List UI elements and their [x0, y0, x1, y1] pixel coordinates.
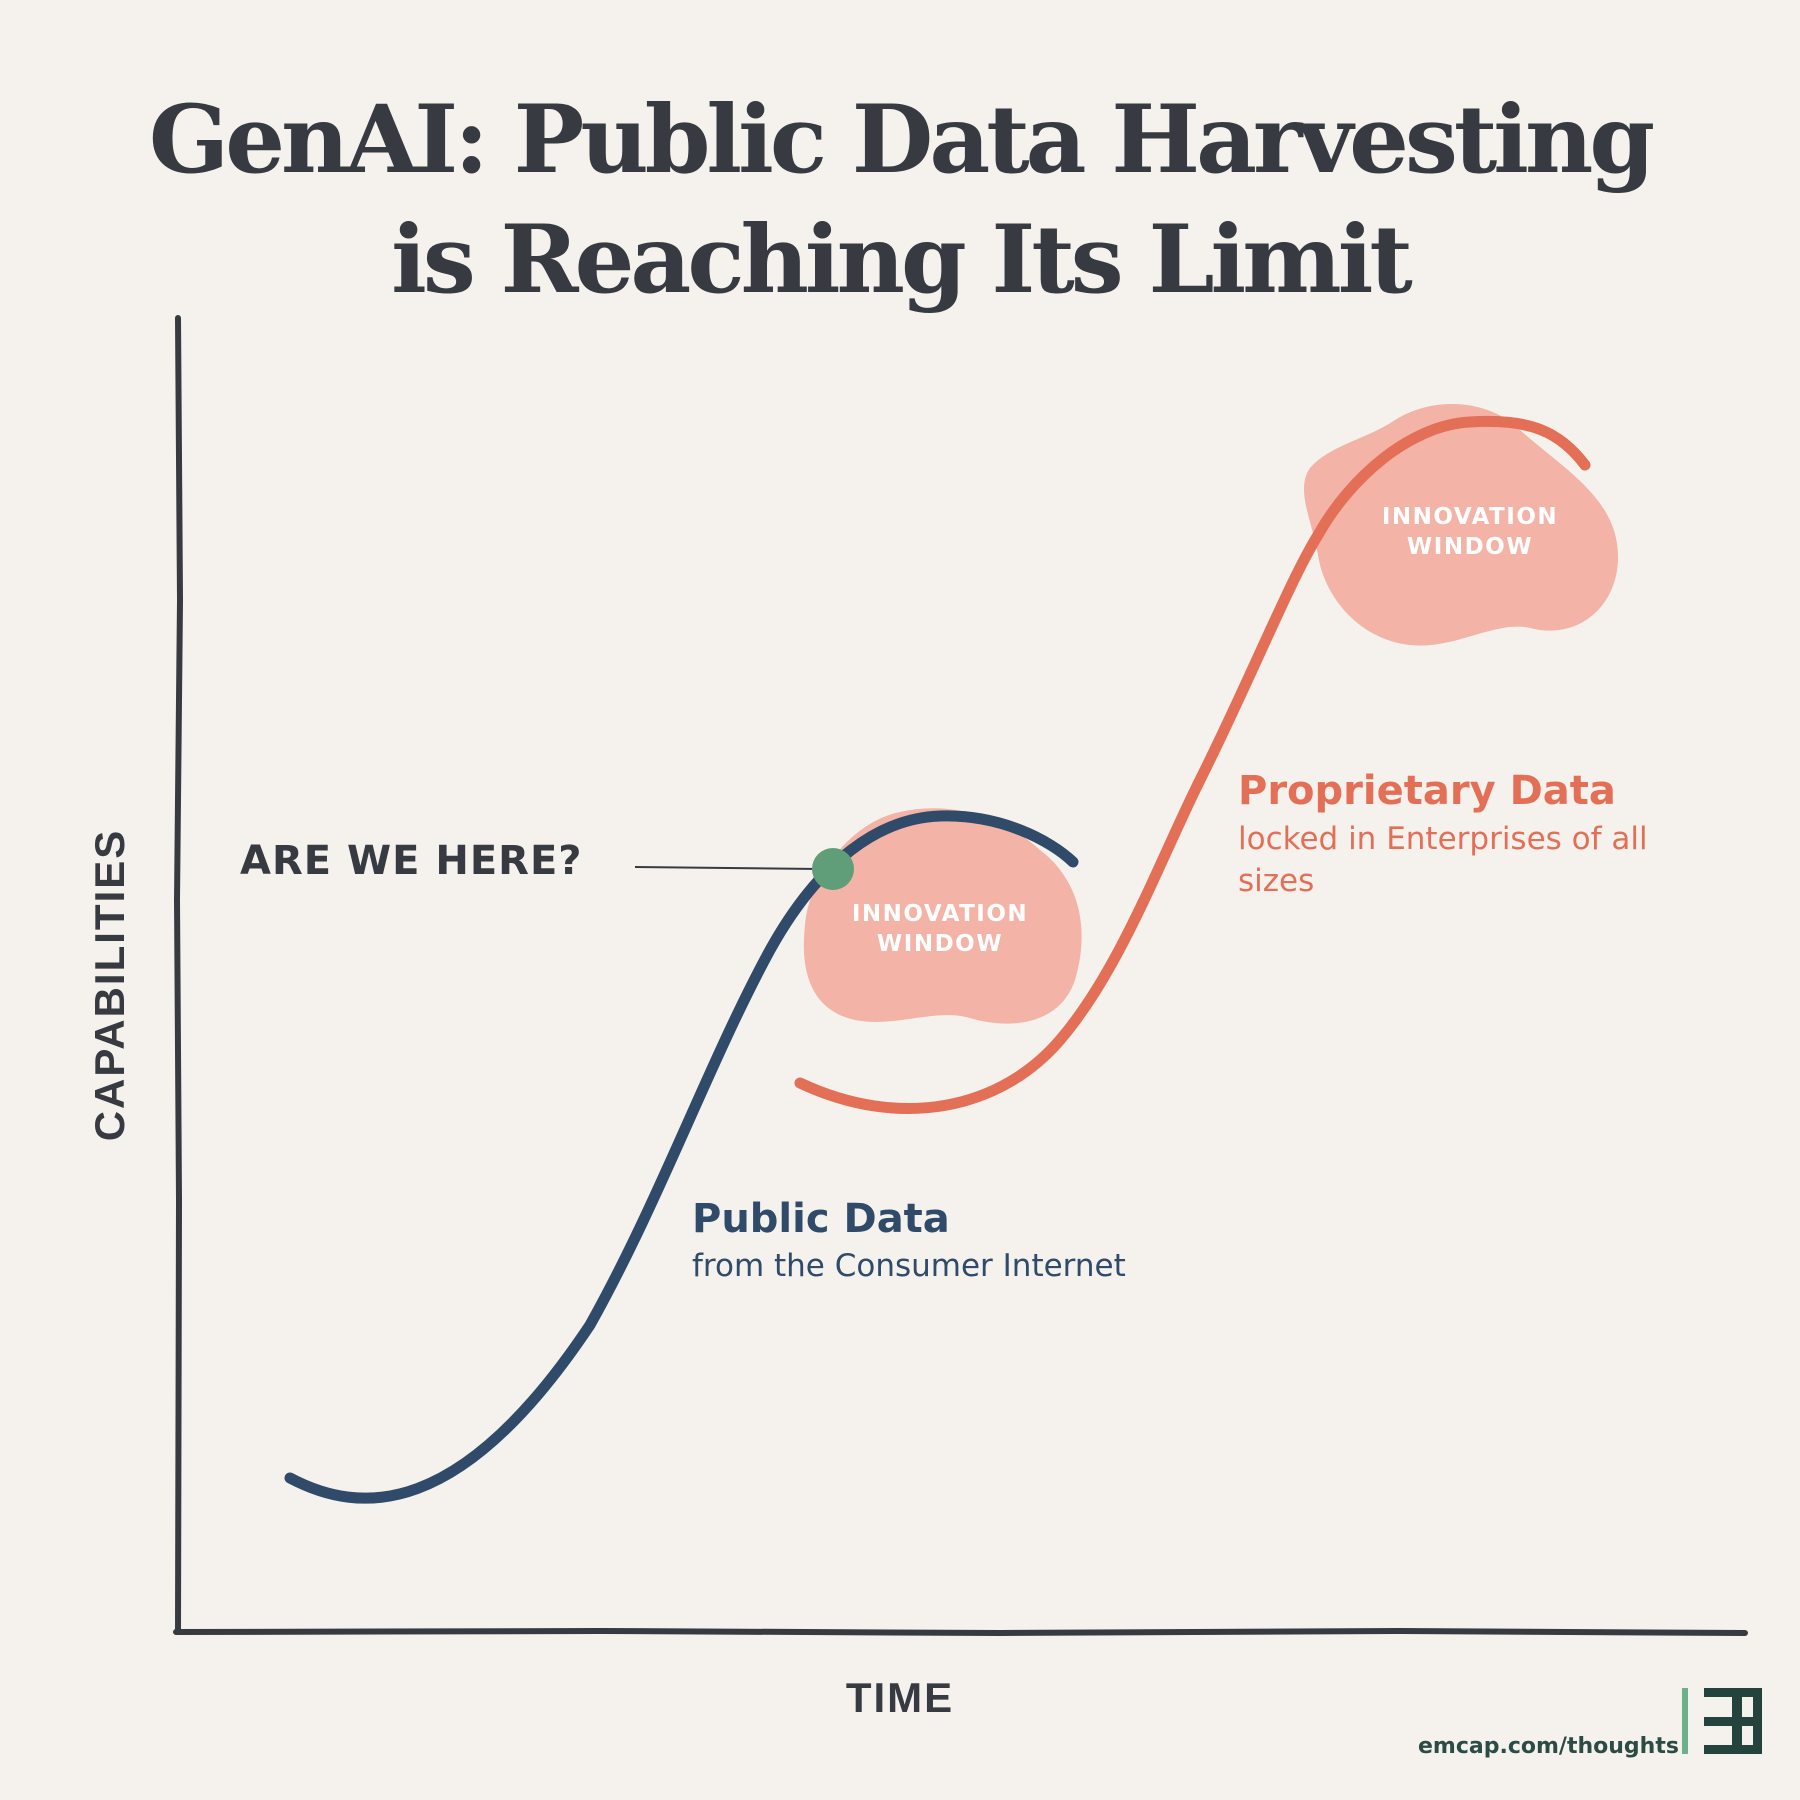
- marker-leader-line: [634, 866, 821, 870]
- public-data-subtext: from the Consumer Internet: [692, 1248, 1126, 1284]
- title-line-1: GenAI: Public Data Harvesting: [148, 85, 1655, 195]
- title-line-2: is Reaching Its Limit: [391, 205, 1413, 315]
- innovation-window-2-line-1: INNOVATION: [1381, 504, 1559, 530]
- innovation-window-1-line-1: INNOVATION: [851, 901, 1029, 927]
- public-data-heading: Public Data: [692, 1196, 950, 1242]
- innovation-window-2-line-2: WINDOW: [1406, 534, 1534, 560]
- x-axis-label-text: TIME: [845, 1674, 955, 1721]
- page-title: GenAI: Public Data Harvesting is Reachin…: [0, 80, 1800, 320]
- x-axis-line: [173, 1627, 1748, 1637]
- innovation-window-blob-1: [803, 808, 1082, 1024]
- y-axis-label: CAPABILITIES: [86, 828, 133, 1142]
- marker-label: ARE WE HERE?: [240, 838, 583, 884]
- innovation-window-label-2: INNOVATION WINDOW: [1370, 502, 1570, 562]
- x-axis-label: TIME: [0, 1674, 1800, 1722]
- are-we-here-marker: [812, 848, 854, 890]
- proprietary-data-curve: [794, 415, 1591, 1114]
- innovation-window-1-line-2: WINDOW: [876, 931, 1004, 957]
- public-data-curve: [284, 810, 1079, 1504]
- proprietary-data-subtext: locked in Enterprises of all sizes: [1238, 821, 1648, 899]
- brand-logo-icon: [1682, 1688, 1762, 1754]
- proprietary-data-heading: Proprietary Data: [1238, 768, 1616, 814]
- innovation-window-label-1: INNOVATION WINDOW: [840, 899, 1040, 959]
- footer-url-link[interactable]: emcap.com/thoughts: [1418, 1734, 1679, 1759]
- y-axis-line: [173, 315, 184, 1635]
